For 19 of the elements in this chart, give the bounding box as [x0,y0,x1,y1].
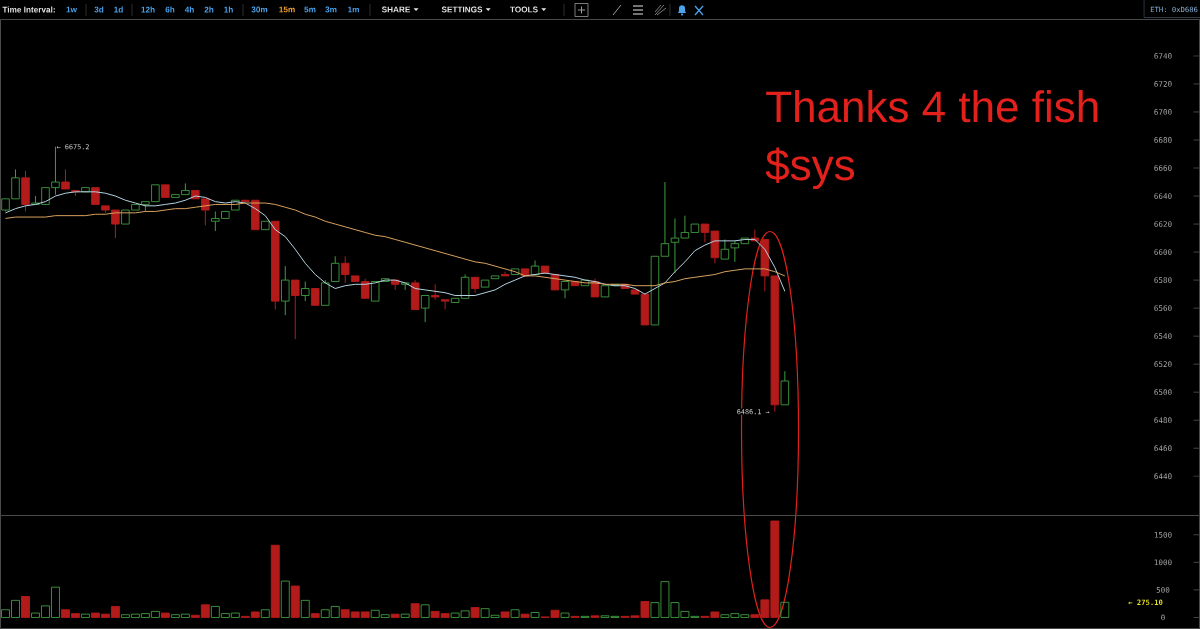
text: 1d [114,6,123,13]
text: 3m [325,6,337,13]
text: 1m [348,6,359,13]
text: 4h [184,6,194,13]
text: 12h [141,6,155,13]
text: TOOLS [510,6,538,13]
text: 5m [304,6,316,13]
text: 1w [66,6,77,13]
text: 2h [204,6,214,13]
text: 1h [224,6,233,13]
text: 3d [94,6,104,13]
text: 30m [251,6,268,13]
text: 6h [165,6,175,13]
text: SETTINGS [441,6,483,13]
text: 15m [279,6,295,13]
annotation: $sys [765,147,855,190]
annotation: Thanks 4 the fish [766,90,1098,123]
text: SHARE [381,6,411,13]
text: Time Interval: [2,6,55,13]
